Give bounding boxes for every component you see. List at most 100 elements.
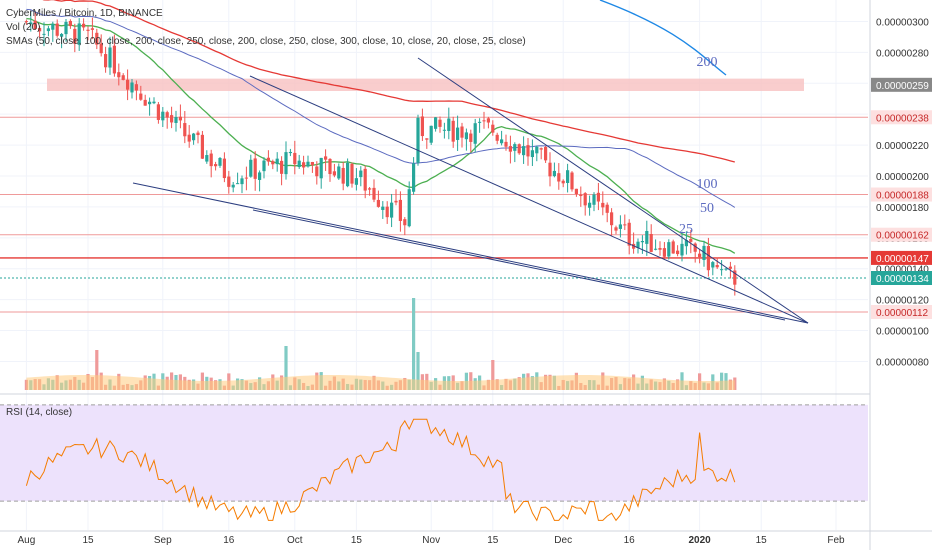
candle-body (728, 266, 732, 269)
trendlines[interactable] (132, 57, 809, 324)
candle-body (244, 177, 248, 179)
rsi-legend[interactable]: RSI (14, close) (6, 407, 73, 418)
candle-body (280, 160, 284, 174)
candle-body (161, 111, 165, 121)
price-tick-label: 0.00000300 (876, 17, 929, 28)
candle-body (24, 21, 28, 23)
candle-body (456, 127, 460, 140)
candle-body (544, 146, 548, 161)
symbol-legend[interactable]: CyberMiles / Bitcoin, 1D, BINANCE (6, 8, 163, 19)
candle-body (284, 152, 288, 175)
candle-body (152, 101, 156, 104)
candle-body (148, 101, 152, 105)
price-label-tag (871, 110, 932, 125)
candle-body (548, 162, 552, 177)
candle-body (178, 116, 182, 121)
candle-body (297, 160, 301, 167)
candle-body (566, 170, 570, 183)
price-label-text: 0.00000162 (876, 231, 929, 242)
candle-body (363, 168, 367, 191)
lower-trendline (132, 182, 809, 324)
candle-body (77, 23, 81, 45)
candle-body (579, 194, 583, 197)
price-label-tag (871, 187, 932, 202)
sma-label: 25 (679, 222, 693, 237)
inner-trendline (252, 209, 786, 321)
candle-body (68, 20, 72, 27)
candle-body (381, 206, 385, 210)
price-label-tag (871, 77, 932, 92)
candle-body (592, 194, 596, 205)
candle-body (715, 265, 719, 268)
candle-body (170, 115, 174, 123)
candle-body (614, 227, 618, 231)
volume-legend[interactable]: Vol (20) (6, 22, 41, 33)
candle-body (513, 144, 517, 151)
candle-body (222, 158, 226, 179)
candle-body (530, 150, 534, 158)
candle-body (552, 170, 556, 177)
candle-body (610, 212, 614, 226)
candle-body (187, 134, 191, 142)
candle-body (636, 241, 640, 248)
candle-body (332, 171, 336, 176)
price-zones (0, 78, 868, 313)
candle-body (266, 157, 270, 162)
candle-body (689, 238, 693, 242)
candle-body (156, 104, 160, 120)
candle-body (354, 178, 358, 185)
candle-body (262, 160, 266, 172)
candle-body (420, 116, 424, 137)
candle-body (627, 222, 631, 246)
time-tick-label: 15 (487, 535, 499, 546)
time-axis[interactable]: Aug 15 Sep 16 Oct 15 Nov 15 Dec 16 2020 15 Feb (0, 530, 932, 546)
volume-bar (416, 352, 420, 390)
candle-body (601, 202, 605, 208)
time-tick-label: 15 (351, 535, 363, 546)
candlesticks[interactable] (24, 11, 737, 296)
candle-body (640, 240, 644, 243)
time-tick-label: Sep (154, 535, 172, 546)
candle-body (504, 141, 508, 147)
candle-body (442, 129, 446, 131)
time-tick-label: 16 (624, 535, 636, 546)
rsi-panel[interactable]: 60.0040.0020.00 (0, 393, 932, 532)
candle-body (165, 112, 169, 118)
price-tick-label: 0.00000120 (876, 296, 929, 307)
sma-label: 100 (697, 177, 718, 192)
candle-body (337, 166, 341, 179)
candle-body (720, 269, 724, 271)
candle-body (522, 146, 526, 156)
time-tick-label: 16 (223, 535, 235, 546)
candle-body (451, 120, 455, 142)
candle-body (209, 153, 213, 167)
candle-body (438, 119, 442, 127)
price-tick-label: 0.00000200 (876, 172, 929, 183)
candle-body (376, 199, 380, 207)
price-axis[interactable]: 0.000003000.000002800.000002600.00000240… (869, 0, 932, 550)
candle-body (671, 241, 675, 254)
candle-body (398, 199, 402, 221)
candle-body (447, 118, 451, 131)
candle-body (324, 156, 328, 160)
sma-legend[interactable]: SMAs (50, close, 100, close, 200, close,… (6, 36, 526, 47)
candle-body (192, 133, 196, 141)
candle-body (328, 158, 332, 175)
candle-body (139, 93, 143, 100)
candle-body (130, 82, 134, 93)
price-label-text: 0.00000188 (876, 191, 929, 202)
candle-body (60, 33, 64, 37)
candle-body (121, 75, 125, 80)
price-label-tag (871, 305, 932, 319)
price-label-tag (871, 227, 932, 242)
price-tick-label: 0.00000140 (876, 265, 929, 276)
candle-body (134, 84, 138, 91)
price-label-tag (871, 250, 932, 265)
candle-body (258, 172, 262, 180)
time-tick-label: 15 (756, 535, 768, 546)
volume-bar (95, 350, 99, 390)
candle-body (86, 29, 90, 31)
candle-body (306, 161, 310, 167)
candle-body (588, 202, 592, 208)
